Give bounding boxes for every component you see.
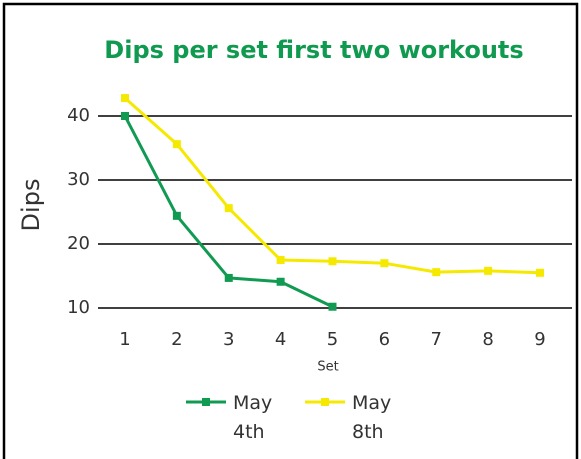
x-tick-label: 6 — [379, 329, 390, 350]
point-marker — [121, 112, 129, 120]
x-axis-label: Set — [317, 360, 338, 375]
x-tick-label: 3 — [223, 329, 234, 350]
point-marker — [484, 266, 493, 275]
legend-label: May 8th — [352, 392, 392, 443]
series-line — [124, 96, 541, 275]
point-marker — [121, 94, 129, 103]
point-marker — [536, 268, 544, 277]
point-marker — [328, 257, 337, 266]
y-axis-label: Dips — [17, 179, 45, 232]
point-marker — [172, 211, 181, 220]
point-marker — [276, 277, 285, 286]
legend-label: May 4th — [233, 392, 273, 443]
x-tick-label: 1 — [119, 329, 130, 350]
point-marker — [432, 268, 441, 277]
x-tick-label: 4 — [275, 329, 286, 350]
x-tick-label: 7 — [431, 329, 442, 350]
x-tick-label: 8 — [482, 329, 493, 350]
point-marker — [224, 204, 233, 213]
point-marker — [172, 140, 181, 149]
y-tick-label: 10 — [67, 297, 90, 318]
point-marker — [328, 302, 337, 311]
x-tick-label: 5 — [327, 329, 338, 350]
x-tick-label: 9 — [534, 329, 545, 350]
point-marker — [380, 259, 389, 268]
point-marker — [276, 256, 285, 264]
point-marker — [224, 273, 233, 282]
x-tick-label: 2 — [171, 329, 182, 350]
legend-swatch — [202, 398, 210, 406]
y-tick-label: 20 — [67, 233, 90, 254]
y-tick-label: 40 — [67, 105, 90, 126]
legend-swatch — [321, 398, 329, 406]
y-tick-label: 30 — [67, 169, 90, 190]
chart-title: Dips per set first two workouts — [104, 36, 523, 64]
